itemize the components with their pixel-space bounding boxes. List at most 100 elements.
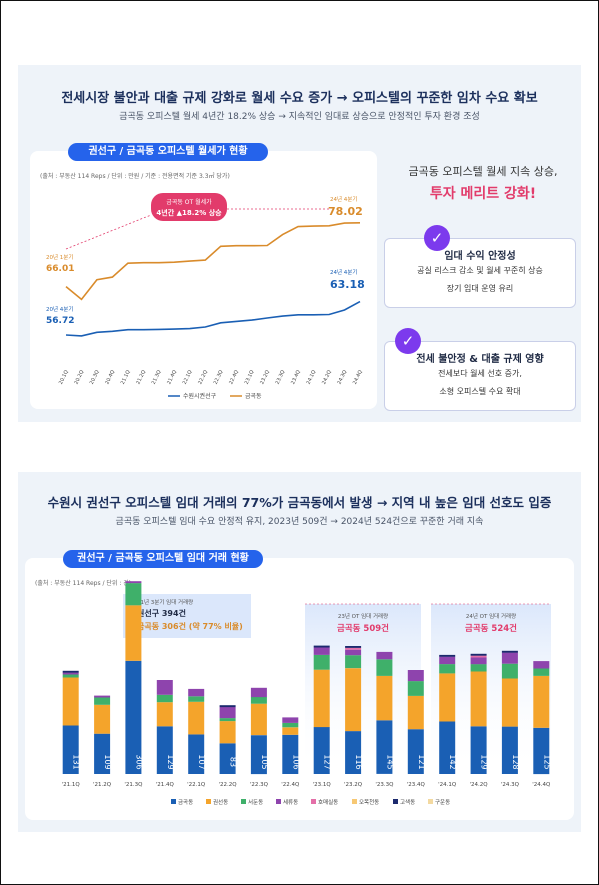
bar-segment — [188, 688, 205, 697]
bar-segment — [62, 672, 79, 675]
bar-segment — [470, 664, 487, 672]
bar-segment — [501, 726, 518, 774]
benefit-1-line1: 공실 리스크 감소 및 월세 꾸준히 상승 — [417, 266, 543, 275]
gk-start-period: 20년 1분기 — [46, 253, 73, 261]
legend-label: 서둔동 — [248, 798, 263, 806]
side-headline-2: 투자 메리트 강화! — [429, 186, 537, 202]
benefit-box-1: 임대 수익 안정성 공실 리스크 감소 및 월세 꾸준히 상승 장기 임대 운영… — [384, 238, 576, 308]
legend-label-gk: 금곡동 — [245, 393, 262, 400]
x-tick-label: 24.2Q — [321, 369, 333, 385]
benefit-box-2: 전세 불안정 & 대출 규제 영향 전세보다 월세 선호 증가, 소형 오피스텔… — [384, 341, 576, 411]
bar-value-label: 106 — [291, 754, 300, 769]
bar-segment — [156, 694, 173, 703]
side-headline-1: 금곡동 오피스텔 월세 지속 상승, — [408, 165, 558, 178]
rent-line-chart: 20.1Q 20.2Q 20.3Q 20.4Q 21.1Q 21.2Q 21.3Q 21.4Q… — [46, 193, 365, 400]
rent-chart-pill: 권선구 / 금곡동 오피스텔 월세가 현황 — [68, 143, 268, 161]
x-tick-label: '24.3Q — [501, 782, 520, 788]
benefit-1-title: 임대 수익 안정성 — [444, 251, 516, 262]
bar-segment — [345, 647, 362, 650]
x-tick-label: '22.1Q — [187, 782, 206, 788]
transaction-legend: 금곡동 권선동 서둔동 세류동 호매실동 오목천동 고색동 구운동 — [171, 798, 450, 806]
x-tick-label: 24.4Q — [352, 369, 364, 385]
bar-segment — [501, 678, 518, 727]
bar-value-label: 306 — [134, 754, 143, 769]
bar-segment — [156, 680, 173, 695]
bar-segment — [62, 677, 79, 726]
legend-label: 권선동 — [213, 798, 228, 806]
note24-line1: 24년 OT 임대 거래량 — [466, 612, 516, 620]
x-tick-label: 22.2Q — [197, 369, 209, 385]
bar-segment — [219, 743, 236, 774]
legend-swatch — [311, 799, 316, 804]
x-tick-label: '21.4Q — [156, 782, 175, 788]
gs-end-value: 63.18 — [330, 278, 365, 291]
bar-segment — [439, 656, 456, 665]
bar-segment — [470, 655, 487, 658]
legend-swatch — [428, 799, 433, 804]
x-tick-label: 20.4Q — [104, 369, 116, 385]
bar-segment — [376, 720, 393, 774]
bar-segment — [533, 727, 550, 775]
series-line-1 — [65, 222, 361, 301]
bar-segment — [376, 659, 393, 676]
x-tick-label: '21.2Q — [93, 782, 112, 788]
bar-segment — [313, 669, 330, 728]
bar-segment — [94, 695, 111, 698]
note21-line1: 21년 3분기 임대 거래량 — [137, 598, 193, 606]
section1-title: 전세시장 불안과 대출 규제 강화로 월세 수요 증가 → 오피스텔의 꾸준한 … — [61, 91, 538, 106]
legend-label: 호매실동 — [318, 798, 338, 806]
bar-segment — [62, 670, 79, 673]
bar-segment — [501, 652, 518, 664]
x-tick-label: 24.3Q — [337, 369, 349, 385]
gs-start-period: 20년 4분기 — [46, 305, 73, 313]
legend-label-gs: 수원시권선구 — [183, 392, 217, 400]
bar-segment — [125, 581, 142, 584]
x-tick-label: '24.1Q — [438, 782, 457, 788]
x-tick-label: 20.3Q — [89, 369, 101, 385]
bar-segment — [282, 722, 299, 728]
bar-segment — [188, 696, 205, 702]
x-tick-label: '22.4Q — [281, 782, 300, 788]
gs-end-period: 24년 4분기 — [330, 268, 357, 276]
bar-value-label: 142 — [448, 754, 457, 769]
bar-segment — [533, 661, 550, 669]
bar-value-label: 125 — [542, 754, 551, 769]
bar-segment — [439, 673, 456, 722]
bar-segment — [219, 721, 236, 744]
x-tick-label: 24.1Q — [306, 369, 318, 385]
bar-value-label: 127 — [323, 754, 332, 769]
note23-line2: 금곡동 509건 — [337, 623, 389, 634]
x-tick-label: 22.4Q — [228, 369, 240, 385]
callout-bubble — [151, 193, 227, 221]
bar-segment — [94, 733, 111, 774]
bar-segment — [376, 675, 393, 721]
rent-section: 전세시장 불안과 대출 규제 강화로 월세 수요 증가 → 오피스텔의 꾸준한 … — [18, 65, 581, 422]
x-tick-label: 20.1Q — [58, 369, 70, 385]
bar-segment — [470, 657, 487, 665]
bar-segment — [313, 647, 330, 655]
bar-segment — [407, 681, 424, 696]
x-tick-label: '22.3Q — [250, 782, 269, 788]
gk-end-value: 78.02 — [328, 205, 363, 218]
transaction-chart-card: 권선구 / 금곡동 오피스텔 임대 거래 현황 (출처 : 부동산 114 Re… — [25, 550, 574, 820]
bar-segment — [407, 670, 424, 682]
check-icon: ✓ — [395, 328, 421, 354]
rent-callout: 금곡동 OT 월세가 4년간 ▲18.2% 상승 — [65, 193, 330, 250]
note23-line1: 23년 OT 임대 거래량 — [338, 612, 388, 620]
bar-value-label: 107 — [197, 754, 206, 769]
bar-segment — [470, 653, 487, 656]
bar-segment — [250, 735, 267, 775]
bar-segment — [282, 734, 299, 774]
callout-arrow-left — [65, 214, 152, 250]
benefit-2-line2: 소형 오피스텔 수요 확대 — [439, 387, 521, 396]
gk-end-period: 24년 4분기 — [330, 195, 357, 203]
rent-source-note: (출처 : 부동산 114 Reps / 단위 : 만원 / 기준 : 전용면적… — [40, 173, 230, 180]
benefit-1-line2: 장기 임대 운영 유리 — [446, 284, 514, 293]
x-tick-label: 20.2Q — [74, 369, 86, 385]
bar-segment — [533, 676, 550, 728]
legend-swatch — [393, 799, 398, 804]
rent-chart-card: 권선구 / 금곡동 오피스텔 월세가 현황 (출처 : 부동산 114 Reps… — [30, 143, 377, 409]
legend-swatch — [352, 799, 357, 804]
bar-segment — [313, 645, 330, 648]
section2-subtitle: 금곡동 오피스텔 임대 수요 안정적 유지, 2023년 509건 → 2024… — [115, 517, 484, 527]
